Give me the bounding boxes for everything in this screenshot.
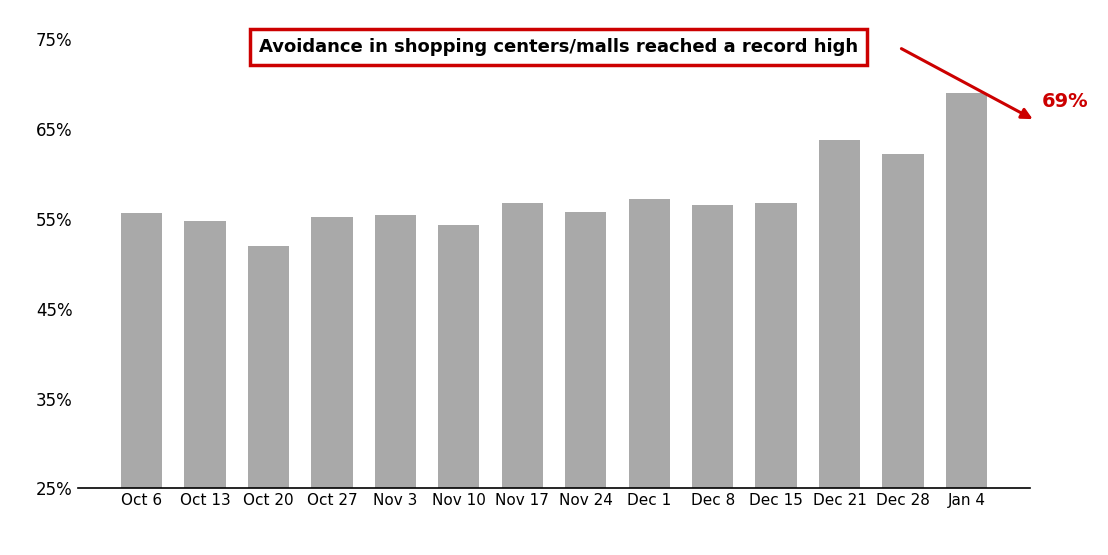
Bar <box>438 225 480 555</box>
Bar <box>502 203 543 555</box>
Bar <box>756 203 797 555</box>
Text: Avoidance in shopping centers/malls reached a record high: Avoidance in shopping centers/malls reac… <box>259 38 859 56</box>
Bar <box>946 93 987 555</box>
Bar <box>565 211 606 555</box>
Bar <box>628 199 670 555</box>
Bar <box>121 214 162 555</box>
Text: 69%: 69% <box>1042 92 1088 111</box>
Bar <box>375 215 416 555</box>
Bar <box>184 221 226 555</box>
Bar <box>311 217 352 555</box>
Bar <box>819 140 860 555</box>
Bar <box>692 205 733 555</box>
Bar <box>882 154 924 555</box>
Bar <box>248 246 289 555</box>
